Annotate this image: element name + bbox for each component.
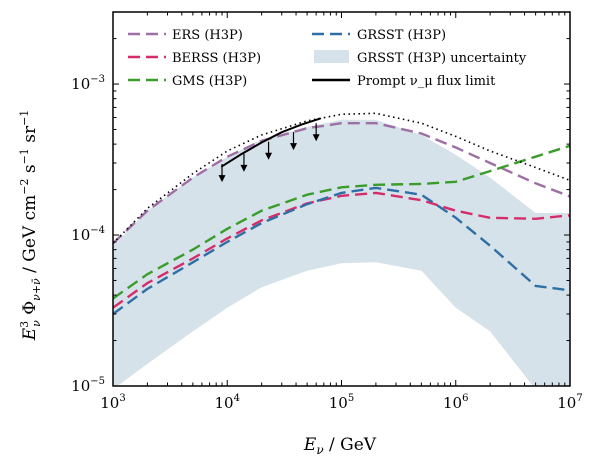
limit-arrow-head bbox=[240, 164, 248, 172]
uncertainty-band bbox=[113, 119, 570, 386]
legend-label: GRSST (H3P) uncertainty bbox=[357, 51, 527, 66]
series-line-grsst-h3p bbox=[113, 186, 570, 315]
y-tick-label: 10−3 bbox=[71, 74, 105, 93]
legend-label: ERS (H3P) bbox=[172, 28, 243, 43]
series-line-ers-h3p bbox=[113, 121, 570, 245]
legend-swatch-band bbox=[314, 50, 349, 63]
x-tick-label: 103 bbox=[100, 393, 125, 412]
axis-ticks: 103 104 105 106 107 10−5 10−4 10−3 bbox=[71, 11, 583, 412]
legend-label: GRSST (H3P) bbox=[357, 28, 446, 43]
series-line-4 bbox=[113, 112, 570, 244]
y-tick-label: 10−4 bbox=[71, 225, 105, 244]
y-axis-label: E3ν Φν+ν̄ / GeV cm−2 s−1 sr−1 bbox=[18, 110, 43, 342]
legend-label: GMS (H3P) bbox=[172, 74, 247, 89]
legend: ERS (H3P) BERSS (H3P) GMS (H3P) GRSST (H3P)… bbox=[128, 28, 527, 89]
series-line-berss-h3p bbox=[113, 191, 570, 309]
x-tick-label: 104 bbox=[215, 393, 240, 412]
x-tick-label: 107 bbox=[557, 393, 582, 412]
x-tick-label: 106 bbox=[443, 393, 468, 412]
x-axis-label: Eν / GeV bbox=[303, 435, 377, 457]
legend-label: BERSS (H3P) bbox=[172, 51, 261, 66]
plot-area bbox=[113, 112, 570, 386]
legend-label: Prompt ν_μ flux limit bbox=[357, 74, 496, 89]
x-tick-label: 105 bbox=[329, 393, 354, 412]
limit-arrow-head bbox=[218, 175, 226, 183]
series-line-prompt-flux-limit bbox=[221, 117, 322, 168]
limit-arrow-head bbox=[289, 143, 297, 151]
limit-arrow-head bbox=[312, 134, 320, 142]
series-line-gms-h3p bbox=[113, 144, 570, 300]
y-tick-label: 10−5 bbox=[71, 376, 105, 395]
limit-arrow-head bbox=[265, 152, 273, 160]
